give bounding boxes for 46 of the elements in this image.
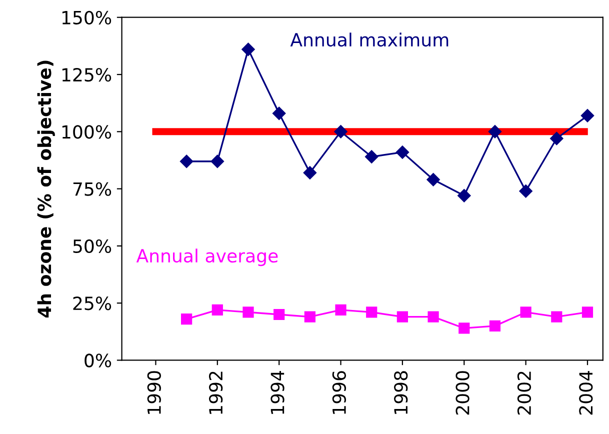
x-tick-label: 1992	[208, 372, 223, 414]
point	[458, 189, 471, 202]
y-tick-label: 75%	[73, 182, 112, 196]
point	[488, 125, 502, 138]
x-tick-label: 1990	[147, 371, 161, 414]
y-tick-label: 150%	[62, 10, 112, 24]
y-tick-label: 0%	[84, 354, 112, 368]
y-tick-label: 100%	[62, 125, 112, 139]
point	[334, 125, 348, 138]
text: Annual average	[136, 248, 278, 266]
point	[396, 311, 408, 322]
point	[335, 304, 346, 316]
point	[365, 150, 378, 164]
point	[550, 132, 564, 146]
point	[210, 154, 224, 168]
x-tick-label: 2002	[517, 372, 532, 415]
point	[489, 320, 501, 332]
x-tick-label: 1996	[332, 371, 346, 414]
point	[242, 42, 255, 56]
point	[458, 322, 470, 334]
point	[181, 314, 192, 325]
point	[242, 306, 254, 318]
text: Annual maximum	[290, 32, 448, 47]
point	[428, 311, 439, 322]
point	[366, 306, 378, 318]
point	[582, 306, 594, 318]
x-tick-label: 1998	[394, 371, 408, 414]
y-tick-label: 25%	[73, 296, 112, 310]
x-tick-label: 2000	[456, 371, 470, 415]
point	[180, 154, 194, 168]
x-tick-label: 1994	[270, 370, 284, 414]
point	[519, 184, 532, 198]
point	[272, 106, 286, 120]
point	[426, 173, 440, 186]
point	[212, 304, 223, 316]
y-tick-label: 125%	[62, 68, 112, 82]
point	[396, 146, 410, 159]
point	[274, 308, 285, 320]
point	[304, 311, 316, 322]
y-axis-title: 4h ozone (% of objective)	[37, 60, 55, 318]
x-tick-label: 2004	[579, 370, 593, 415]
y-tick-label: 50%	[73, 239, 112, 254]
point	[303, 166, 317, 180]
point	[551, 311, 562, 322]
point	[520, 306, 532, 318]
point	[580, 109, 594, 122]
